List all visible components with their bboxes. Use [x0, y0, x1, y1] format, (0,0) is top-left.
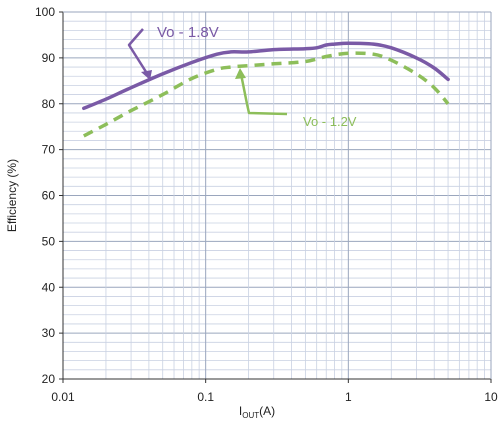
y-tick-label: 40 — [42, 280, 56, 294]
y-tick-label: 80 — [42, 97, 56, 111]
y-tick-label: 60 — [42, 189, 56, 203]
x-axis-label: IOUT(A) — [239, 404, 275, 420]
series-line-vo-1-8v — [82, 41, 450, 111]
y-tick-label: 70 — [42, 143, 56, 157]
annotation-arrowhead-1-8v — [141, 70, 152, 80]
annotation-layer: Vo - 1.8V Vo - 1.2V — [127, 24, 357, 129]
y-tick-label: 20 — [42, 372, 56, 386]
series-layer — [82, 41, 450, 138]
annotation-label-1-8v: Vo - 1.8V — [157, 24, 219, 41]
y-tick-label: 90 — [42, 51, 56, 65]
annotation-label-1-2v: Vo - 1.2V — [303, 114, 357, 129]
grid-layer — [63, 12, 491, 379]
annotation-arrow-line-1-8v — [127, 28, 150, 76]
x-tick-label: 10 — [484, 390, 498, 404]
x-tick-label: 1 — [345, 390, 352, 404]
label-layer: 20 30 40 50 60 70 80 90 100 0.01 0.1 1 10 Efficiency … — [5, 5, 498, 420]
annotation-arrow-shaft-1-2v — [239, 73, 249, 105]
annotation-arrowhead-1-2v — [235, 68, 246, 79]
x-tick-label: 0.1 — [197, 390, 214, 404]
y-tick-label: 50 — [42, 234, 56, 248]
annotation-arrow-line-1-2v — [245, 103, 288, 116]
series-line-vo-1-2v — [83, 51, 450, 138]
y-tick-label: 100 — [35, 5, 55, 19]
y-tick-label: 30 — [42, 326, 56, 340]
plot-frame — [59, 11, 492, 383]
x-tick-label: 0.01 — [51, 390, 75, 404]
y-axis-label: Efficiency (%) — [5, 159, 19, 232]
